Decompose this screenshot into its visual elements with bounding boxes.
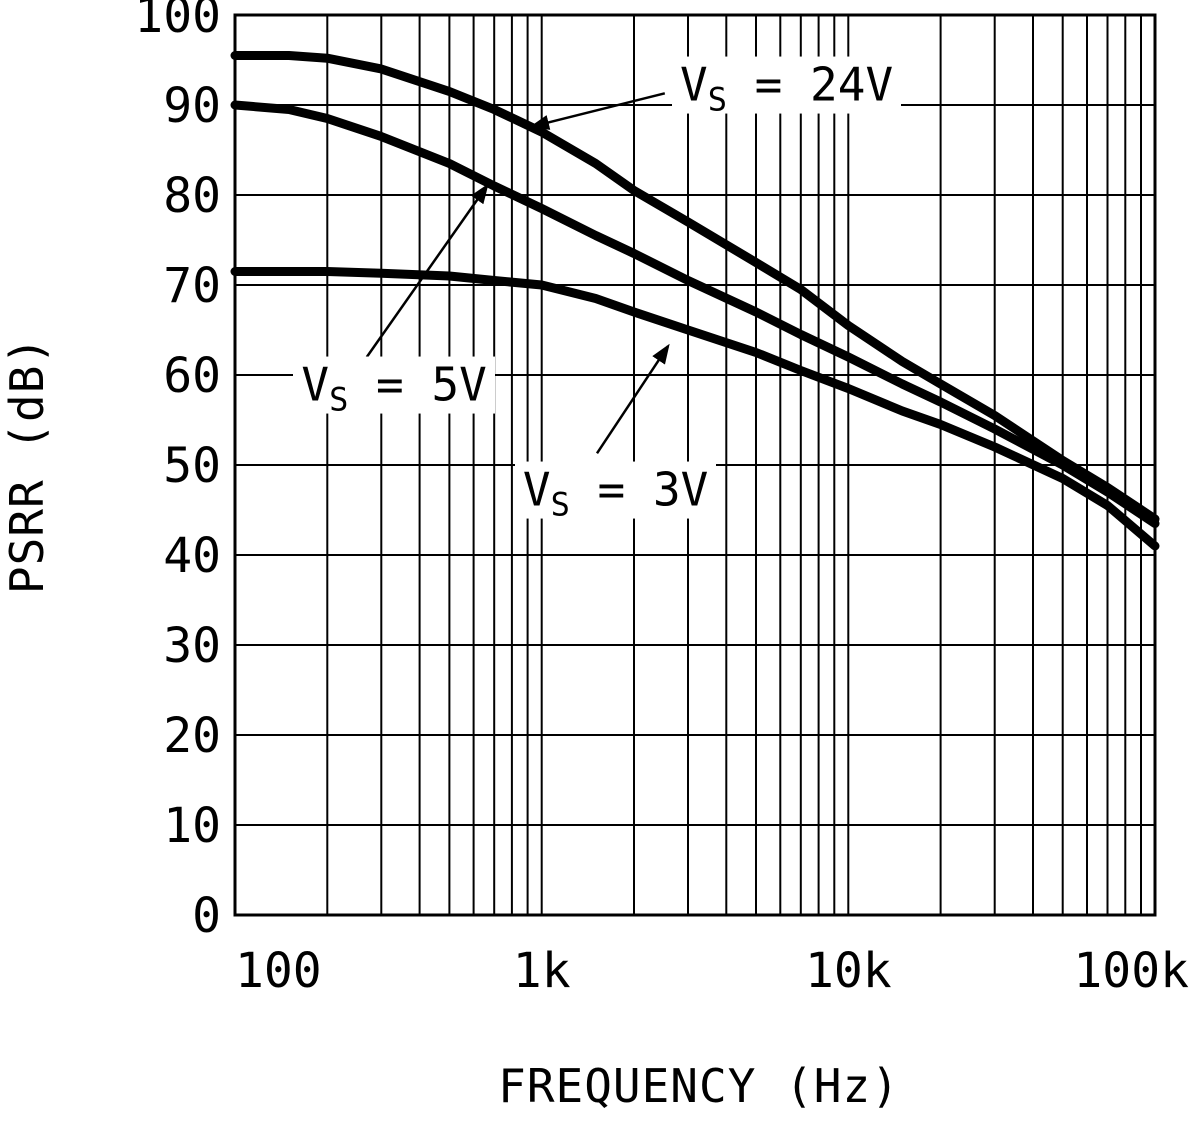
callout-value: = 24V (726, 57, 894, 112)
series-callout-3v: VS = 3V (514, 461, 717, 521)
svg-text:100k: 100k (1073, 943, 1189, 999)
svg-text:100: 100 (134, 0, 221, 44)
callout-symbol: V (522, 462, 551, 517)
callout-symbol: V (680, 57, 708, 112)
callout-symbol: V (301, 357, 330, 412)
y-tick-labels: 0 10 20 30 40 50 60 70 80 90 100 (134, 0, 221, 944)
callout-arrow-5v (365, 183, 489, 358)
svg-text:1k: 1k (513, 943, 571, 999)
svg-text:30: 30 (163, 618, 221, 674)
svg-text:50: 50 (163, 438, 221, 494)
curve-3v (230, 267, 1160, 551)
plot-frame (233, 13, 1157, 917)
svg-text:100: 100 (235, 943, 322, 999)
svg-text:10k: 10k (805, 943, 892, 999)
svg-text:40: 40 (163, 528, 221, 584)
svg-text:0: 0 (192, 888, 221, 944)
callout-value: = 3V (569, 462, 709, 517)
callout-subscript: S (329, 380, 349, 419)
series-callout-5v: VS = 5V (293, 356, 495, 416)
callout-subscript: S (707, 80, 727, 119)
series-callout-24v: VS = 24V (672, 56, 902, 116)
svg-text:90: 90 (163, 78, 221, 134)
curve-24v (230, 51, 1160, 524)
svg-text:70: 70 (163, 258, 221, 314)
curve-5v (230, 100, 1160, 528)
y-axis-title: PSRR (dB) (0, 335, 54, 595)
callout-subscript: S (550, 485, 570, 524)
svg-text:80: 80 (163, 168, 221, 224)
callout-value: = 5V (348, 357, 487, 412)
callout-arrow-3v (595, 343, 670, 454)
x-tick-labels: 100 1k 10k 100k (235, 943, 1189, 999)
svg-text:20: 20 (163, 708, 221, 764)
callout-arrow-24v (529, 92, 666, 130)
svg-text:60: 60 (163, 348, 221, 404)
x-axis-title: FREQUENCY (Hz) (498, 1059, 900, 1113)
svg-text:10: 10 (163, 798, 221, 854)
